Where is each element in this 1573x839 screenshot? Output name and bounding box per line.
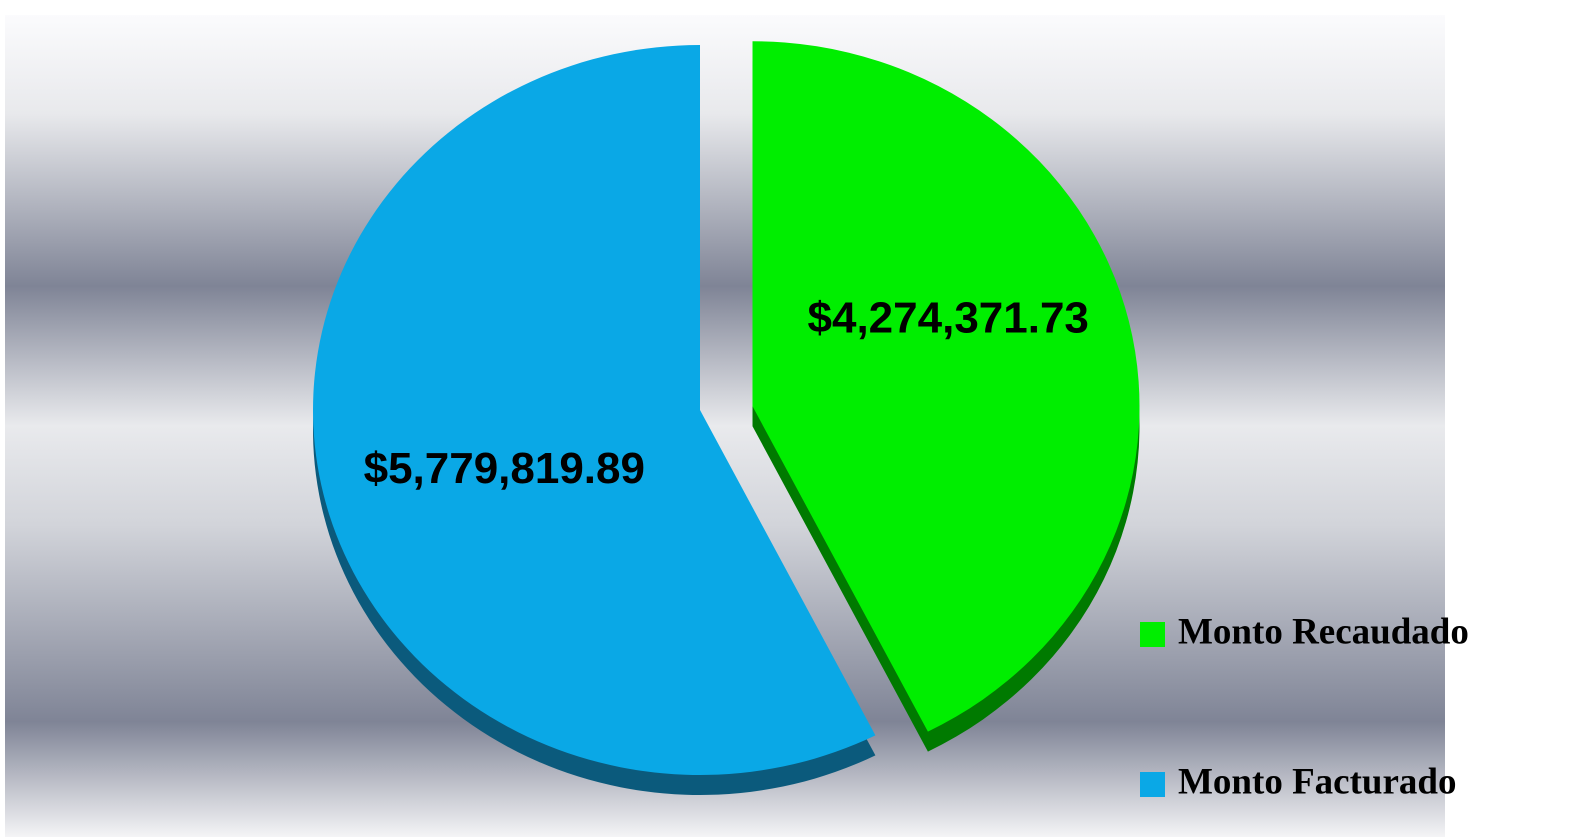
value-label: $4,274,371.73 bbox=[808, 293, 1089, 342]
slice bbox=[752, 41, 1140, 732]
legend-swatch bbox=[1140, 622, 1165, 647]
legend-label: Monto Facturado bbox=[1178, 761, 1457, 802]
value-label: $5,779,819.89 bbox=[364, 444, 645, 493]
legend-swatch bbox=[1140, 772, 1165, 797]
slice bbox=[313, 45, 876, 775]
legend-label: Monto Recaudado bbox=[1178, 611, 1469, 652]
